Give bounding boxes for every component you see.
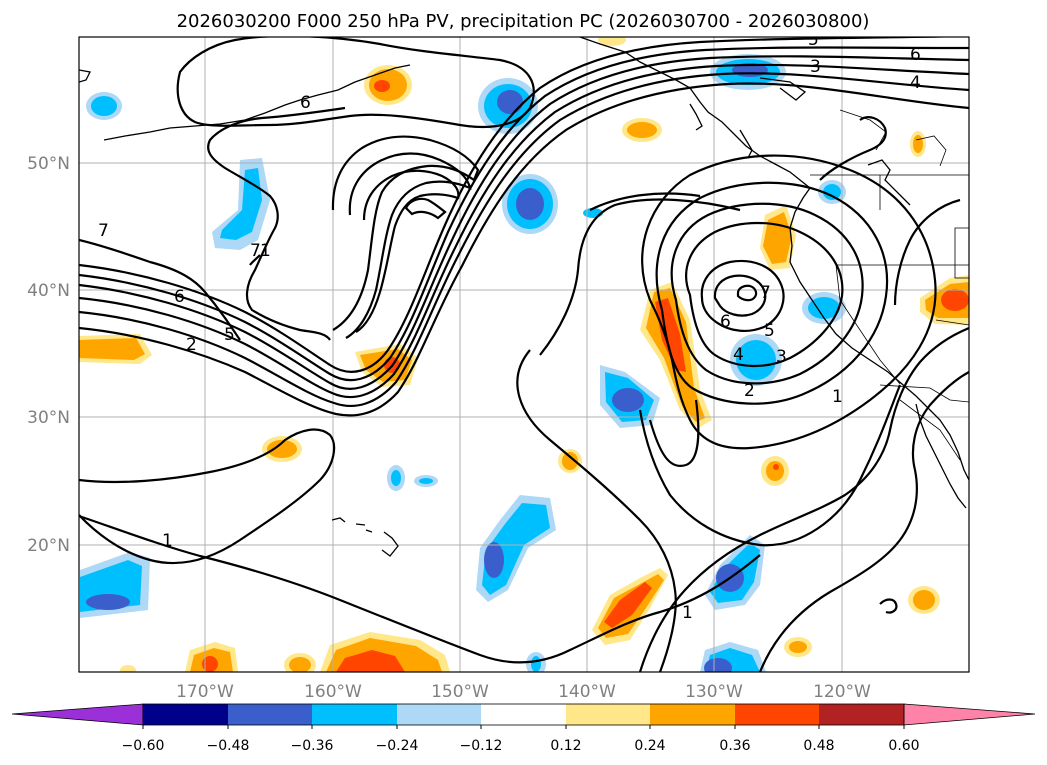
contour-label: 4 xyxy=(733,345,744,365)
pv-contours xyxy=(79,37,969,672)
lon-label: 130°W xyxy=(685,682,743,702)
colorbar-extend-low xyxy=(11,703,144,726)
colorbar-extend-high xyxy=(903,703,1036,726)
colorbar-tick-label: −0.36 xyxy=(291,738,334,754)
longitude-axis: 170°W 160°W 150°W 140°W 130°W 120°W xyxy=(176,682,871,702)
contour-label: 4 xyxy=(910,73,921,93)
colorbar-tick-label: 0.36 xyxy=(719,738,750,754)
colorbar-segment xyxy=(735,704,819,725)
colorbar-tick-label: 0.12 xyxy=(550,738,581,754)
lon-label: 160°W xyxy=(304,682,362,702)
lon-label: 140°W xyxy=(558,682,616,702)
lon-label: 170°W xyxy=(176,682,234,702)
contour-label: 2 xyxy=(186,335,197,355)
contour-label: 7 xyxy=(98,221,109,241)
contour-label: 5 xyxy=(808,30,819,50)
colorbar-tick-label: 0.48 xyxy=(803,738,834,754)
colorbar: −0.60 −0.48 −0.36 −0.24 −0.12 0.12 0.24 … xyxy=(11,703,1036,754)
lat-label: 40°N xyxy=(27,281,70,301)
contour-label: 1 xyxy=(162,531,173,551)
colorbar-tick-label: −0.60 xyxy=(122,738,165,754)
contour-label: 6 xyxy=(174,287,185,307)
graticule xyxy=(79,37,969,672)
figure-title: 2026030200 F000 250 hPa PV, precipitatio… xyxy=(177,11,870,32)
colorbar-tick-label: 0.60 xyxy=(888,738,919,754)
colorbar-tick-label: 0.24 xyxy=(634,738,665,754)
negative-anomaly-regions xyxy=(80,54,846,672)
lon-label: 150°W xyxy=(431,682,489,702)
contour-label: 5 xyxy=(764,321,775,341)
map-background xyxy=(79,37,969,672)
contour-label: 6 xyxy=(910,45,921,65)
political-borders xyxy=(810,109,969,461)
contour-label-group: 1 1 1 1 2 2 3 3 4 4 5 5 5 6 6 6 6 7 7 7 xyxy=(98,30,921,623)
contour-label: 3 xyxy=(776,347,787,367)
contour-label: 7 xyxy=(760,283,771,303)
colorbar-segment xyxy=(566,704,650,725)
colorbar-segment xyxy=(650,704,735,725)
contour-label: 3 xyxy=(810,57,821,77)
contour-label: 6 xyxy=(720,312,731,332)
colorbar-segment xyxy=(228,704,312,725)
colorbar-segment xyxy=(819,704,904,725)
contour-label: 5 xyxy=(224,325,235,345)
colorbar-tick-label: −0.12 xyxy=(460,738,503,754)
lat-label: 30°N xyxy=(27,408,70,428)
contour-label: 1 xyxy=(832,387,843,407)
contour-label: 6 xyxy=(300,93,311,113)
lon-label: 120°W xyxy=(813,682,871,702)
colorbar-segment xyxy=(397,704,481,725)
colorbar-outline xyxy=(142,703,905,726)
map-frame xyxy=(78,36,970,673)
latitude-axis: 50°N 40°N 30°N 20°N xyxy=(27,154,70,556)
lat-label: 20°N xyxy=(27,536,70,556)
colorbar-segment xyxy=(481,704,566,725)
contour-label: 2 xyxy=(744,381,755,401)
contour-label: 1 xyxy=(682,603,693,623)
colorbar-tick-label: −0.24 xyxy=(376,738,419,754)
colorbar-segment xyxy=(312,704,397,725)
colorbar-tick-label: −0.48 xyxy=(207,738,250,754)
contour-label: 7 xyxy=(250,241,261,261)
colorbar-segment xyxy=(143,704,228,725)
lat-label: 50°N xyxy=(27,154,70,174)
contour-label: 1 xyxy=(260,241,271,261)
